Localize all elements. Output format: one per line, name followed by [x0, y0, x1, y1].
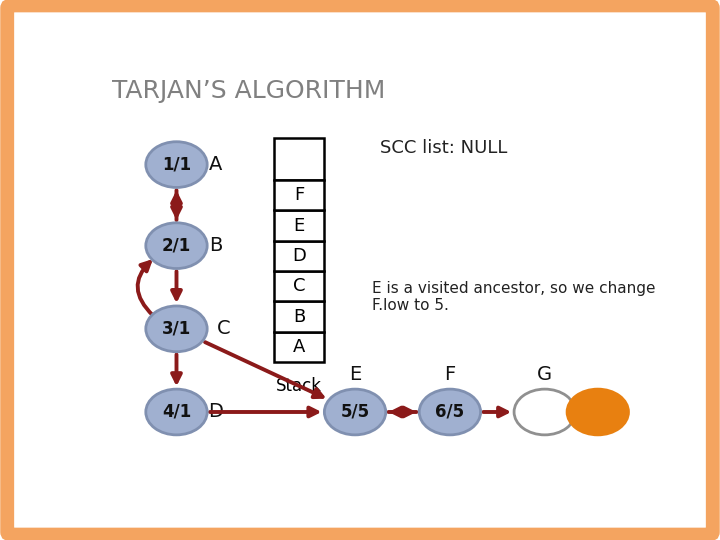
Text: F: F	[444, 365, 456, 384]
Bar	[274, 211, 324, 241]
Text: 3/1: 3/1	[162, 320, 191, 338]
Text: 5/5: 5/5	[341, 403, 369, 421]
Text: 2/1: 2/1	[162, 237, 191, 255]
Text: A: A	[209, 155, 222, 174]
Circle shape	[145, 306, 207, 352]
Circle shape	[145, 389, 207, 435]
Text: 6/5: 6/5	[436, 403, 464, 421]
Text: A: A	[293, 338, 305, 356]
Text: 1/1: 1/1	[162, 156, 191, 173]
Text: Stack: Stack	[276, 377, 323, 395]
Bar	[274, 138, 324, 180]
Text: 4/1: 4/1	[162, 403, 191, 421]
Text: D: D	[208, 402, 223, 422]
Circle shape	[419, 389, 481, 435]
Bar	[274, 301, 324, 332]
Text: G: G	[537, 365, 552, 384]
Circle shape	[567, 389, 629, 435]
Circle shape	[145, 141, 207, 187]
Text: E: E	[294, 217, 305, 234]
Circle shape	[514, 389, 575, 435]
Text: B: B	[293, 308, 305, 326]
Text: E is a visited ancestor, so we change
F.low to 5.: E is a visited ancestor, so we change F.…	[372, 281, 655, 313]
Bar	[274, 180, 324, 211]
Bar	[274, 241, 324, 271]
Text: C: C	[217, 319, 230, 339]
FancyArrowPatch shape	[138, 262, 153, 315]
Text: TARJAN’S ALGORITHM: TARJAN’S ALGORITHM	[112, 79, 386, 103]
Text: D: D	[292, 247, 306, 265]
Text: E: E	[349, 365, 361, 384]
Bar	[274, 271, 324, 301]
Text: SCC list: NULL: SCC list: NULL	[380, 139, 508, 157]
Text: F: F	[294, 186, 305, 204]
Text: C: C	[293, 277, 305, 295]
Circle shape	[145, 223, 207, 268]
Bar	[274, 332, 324, 362]
Circle shape	[324, 389, 386, 435]
Text: B: B	[209, 236, 222, 255]
